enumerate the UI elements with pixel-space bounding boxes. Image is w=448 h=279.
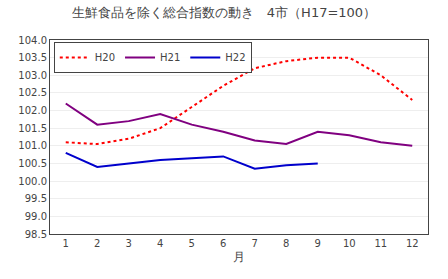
svg-text:2: 2	[94, 238, 100, 249]
svg-text:6: 6	[220, 238, 226, 249]
svg-text:100.0: 100.0	[18, 176, 47, 187]
svg-text:月: 月	[233, 250, 245, 264]
svg-text:100.5: 100.5	[18, 158, 47, 169]
svg-text:99.5: 99.5	[25, 193, 47, 204]
svg-text:生鮮食品を除く総合指数の動き 4市（H17=100）: 生鮮食品を除く総合指数の動き 4市（H17=100）	[72, 5, 376, 20]
svg-text:10: 10	[343, 238, 356, 249]
svg-text:98.5: 98.5	[25, 229, 47, 240]
svg-text:H20: H20	[95, 52, 115, 63]
svg-text:103.0: 103.0	[18, 70, 47, 81]
svg-text:H22: H22	[225, 52, 245, 63]
svg-text:99.0: 99.0	[25, 211, 47, 222]
svg-text:101.5: 101.5	[18, 123, 47, 134]
svg-text:103.5: 103.5	[18, 52, 47, 63]
svg-text:12: 12	[406, 238, 419, 249]
svg-text:101.0: 101.0	[18, 140, 47, 151]
svg-text:11: 11	[374, 238, 387, 249]
svg-text:1: 1	[63, 238, 69, 249]
svg-text:5: 5	[189, 238, 195, 249]
svg-text:H21: H21	[160, 52, 180, 63]
svg-text:9: 9	[315, 238, 321, 249]
svg-text:7: 7	[252, 238, 258, 249]
svg-text:3: 3	[126, 238, 132, 249]
svg-text:104.0: 104.0	[18, 35, 47, 46]
svg-text:102.0: 102.0	[18, 105, 47, 116]
svg-text:102.5: 102.5	[18, 87, 47, 98]
svg-text:4: 4	[157, 238, 163, 249]
svg-text:8: 8	[283, 238, 289, 249]
